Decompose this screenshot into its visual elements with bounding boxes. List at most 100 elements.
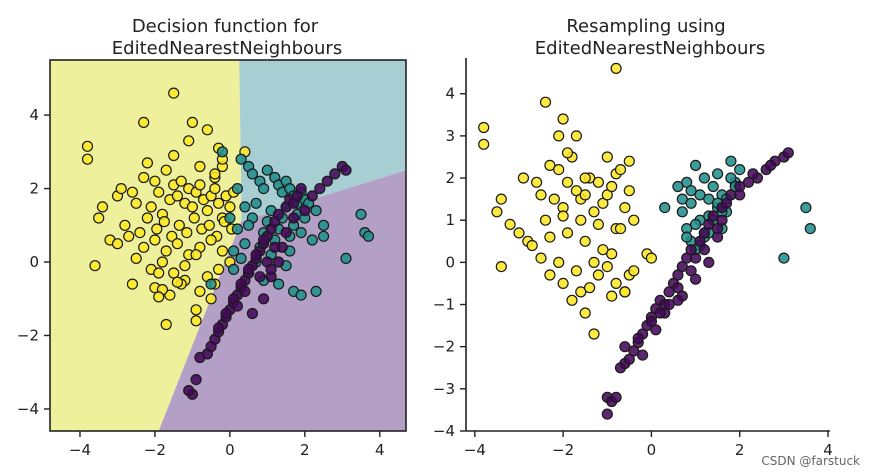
x-tick-label: 0 [647,441,657,459]
data-point-class-2 [160,245,172,257]
data-point-class-2 [141,212,153,224]
data-point-class-2 [544,269,556,281]
data-point-class-2 [171,276,183,288]
data-point-class-0 [650,324,662,336]
data-point-class-1 [707,180,719,193]
data-point-class-2 [188,212,200,224]
data-point-class-1 [231,183,243,195]
data-point-class-2 [216,245,228,257]
data-point-class-2 [205,293,217,305]
data-point-class-2 [168,267,180,279]
y-tick-label: 3 [445,127,455,145]
data-point-class-2 [526,239,538,252]
data-point-class-2 [628,214,640,226]
data-point-class-2 [149,175,161,187]
data-point-class-1 [685,185,697,197]
x-tick-label: 2 [735,441,745,459]
data-point-class-1 [676,193,688,205]
data-point-class-0 [314,183,326,195]
data-point-class-2 [126,186,138,198]
data-point-class-2 [583,282,596,294]
data-point-class-2 [610,277,622,289]
data-point-class-2 [645,252,658,264]
data-point-class-2 [601,261,613,273]
y-tick-label: 1 [445,211,455,229]
watermark: CSDN @farstuck [761,454,860,468]
data-point-class-2 [610,62,622,75]
data-point-class-2 [205,234,217,246]
data-point-class-2 [504,218,516,230]
data-point-class-2 [588,206,600,218]
plot-frame [49,59,407,432]
data-point-class-0 [246,307,258,320]
data-point-class-2 [495,261,507,273]
data-point-class-2 [141,157,153,169]
data-point-class-2 [553,256,565,268]
data-point-class-0 [742,176,755,188]
data-point-class-1 [273,278,285,290]
y-tick-label: −1 [433,296,455,314]
data-point-class-2 [539,214,552,226]
chart-decision-function: −4 −2 0 2 4 −4 −2 0 2 4 Decision function for Edi… [17,16,407,459]
data-point-class-1 [224,212,236,224]
data-point-class-2 [93,212,105,224]
data-point-class-2 [588,256,600,268]
data-point-class-2 [81,140,94,152]
data-point-class-2 [190,304,202,316]
data-point-class-0 [685,265,697,277]
data-point-class-2 [601,151,613,163]
data-point-class-2 [619,202,631,214]
data-point-class-0 [329,168,341,180]
data-point-class-2 [175,175,187,187]
chart-title-line-1: Decision function for [132,16,319,37]
data-point-class-2 [115,183,127,195]
data-point-class-2 [491,206,503,218]
data-point-class-2 [579,189,591,201]
data-point-class-2 [619,286,631,298]
data-point-class-1 [310,205,322,217]
data-point-class-1 [340,252,352,264]
data-point-class-2 [539,96,552,108]
y-tick-label: 0 [445,253,455,271]
data-point-class-1 [778,252,790,264]
data-point-class-2 [194,285,206,297]
data-point-class-2 [89,260,101,272]
data-point-class-1 [804,223,816,235]
data-point-class-0 [734,189,746,201]
data-point-class-2 [224,201,236,213]
data-point-class-2 [201,205,213,217]
data-point-class-0 [663,298,675,311]
data-point-class-0 [258,293,270,305]
data-point-class-1 [703,193,715,205]
data-point-class-1 [261,164,273,176]
data-point-class-2 [190,249,202,261]
data-point-class-2 [164,289,176,301]
chart-resampling: −4 −2 0 2 4 −4 −3 −2 −1 0 1 2 3 4 Resampling using Ed… [433,16,833,459]
data-point-class-1 [711,168,724,180]
data-point-class-2 [126,278,138,290]
data-point-class-2 [478,138,490,150]
data-point-class-0 [220,307,232,320]
data-point-class-2 [158,216,170,228]
data-point-class-2 [213,197,225,209]
data-point-class-2 [606,180,618,193]
data-point-class-0 [269,241,281,253]
data-point-class-2 [570,130,583,142]
data-point-class-2 [111,238,124,250]
data-point-class-2 [138,116,150,129]
x-tick-label: −2 [552,441,574,459]
decision-region-class-0 [158,170,406,431]
data-point-class-2 [592,176,605,188]
data-point-class-2 [557,210,569,222]
x-tick-label: 4 [823,441,833,459]
data-point-class-1 [235,252,247,264]
data-point-class-1 [725,155,737,167]
data-point-class-2 [181,227,193,239]
data-point-class-2 [566,294,578,306]
data-point-class-2 [561,227,574,239]
data-point-class-0 [213,322,225,334]
data-point-class-2 [535,252,547,264]
data-point-class-2 [557,277,569,289]
data-point-class-1 [235,153,247,165]
